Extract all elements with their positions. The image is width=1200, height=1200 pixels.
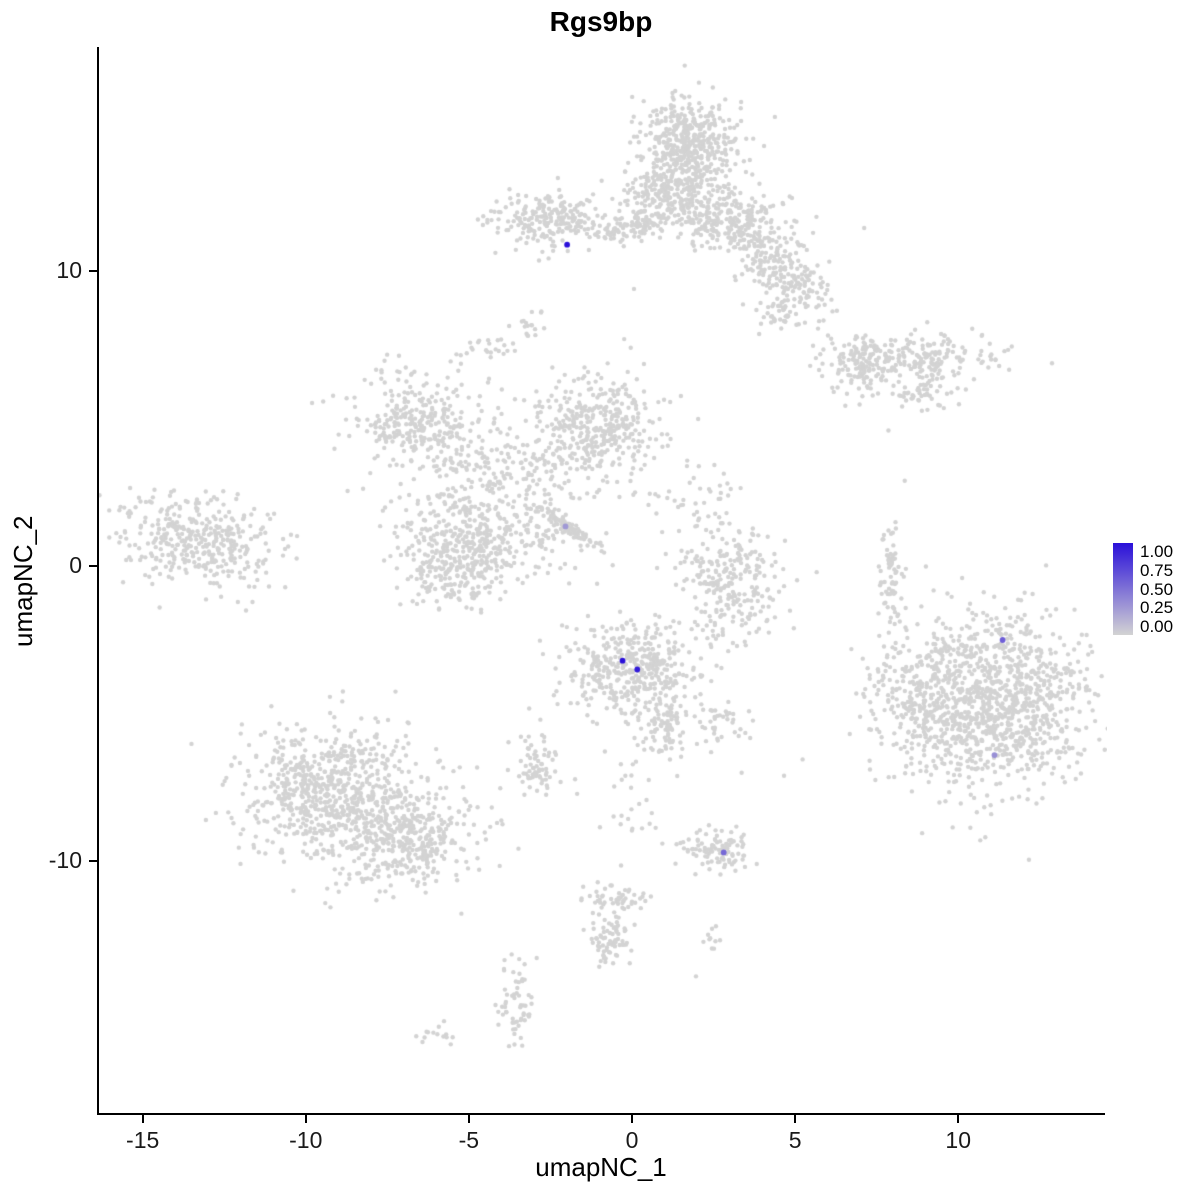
x-tick-mark — [141, 1115, 144, 1123]
y-tick-label: 10 — [56, 257, 82, 284]
x-tick-label: 0 — [625, 1127, 639, 1153]
y-tick-mark — [89, 270, 97, 273]
legend-tick-label: 0.00 — [1140, 617, 1174, 636]
x-tick-mark — [957, 1115, 960, 1123]
x-axis-label: umapNC_1 — [535, 1152, 667, 1182]
legend-tick-label: 0.25 — [1140, 598, 1174, 618]
legend-tick-label: 1.00 — [1140, 542, 1174, 561]
x-tick-mark — [630, 1115, 633, 1123]
y-tick-label: -10 — [48, 847, 82, 874]
x-tick-label: 10 — [945, 1127, 971, 1153]
plot-title: Rgs9bp — [549, 6, 653, 37]
x-tick-mark — [794, 1115, 797, 1123]
y-axis-label: umapNC_2 — [8, 515, 38, 647]
legend-tick-label: 0.75 — [1140, 560, 1174, 580]
x-tick-label: 5 — [788, 1127, 802, 1153]
x-tick-mark — [304, 1115, 307, 1123]
y-tick-mark — [89, 860, 97, 863]
umap-scatter-canvas — [99, 47, 1107, 1115]
plot-panel — [97, 47, 1107, 1115]
y-tick-label: 0 — [69, 552, 82, 579]
legend-labels: 1.00 0.75 0.50 0.25 0.00 — [1140, 543, 1173, 635]
x-tick-label: -10 — [289, 1127, 323, 1153]
legend-tick-label: 0.50 — [1140, 579, 1174, 599]
legend-gradient-bar — [1113, 543, 1133, 635]
y-tick-mark — [89, 565, 97, 568]
x-tick-label: -5 — [458, 1127, 480, 1153]
x-tick-mark — [467, 1115, 470, 1123]
x-tick-label: -15 — [126, 1127, 160, 1153]
